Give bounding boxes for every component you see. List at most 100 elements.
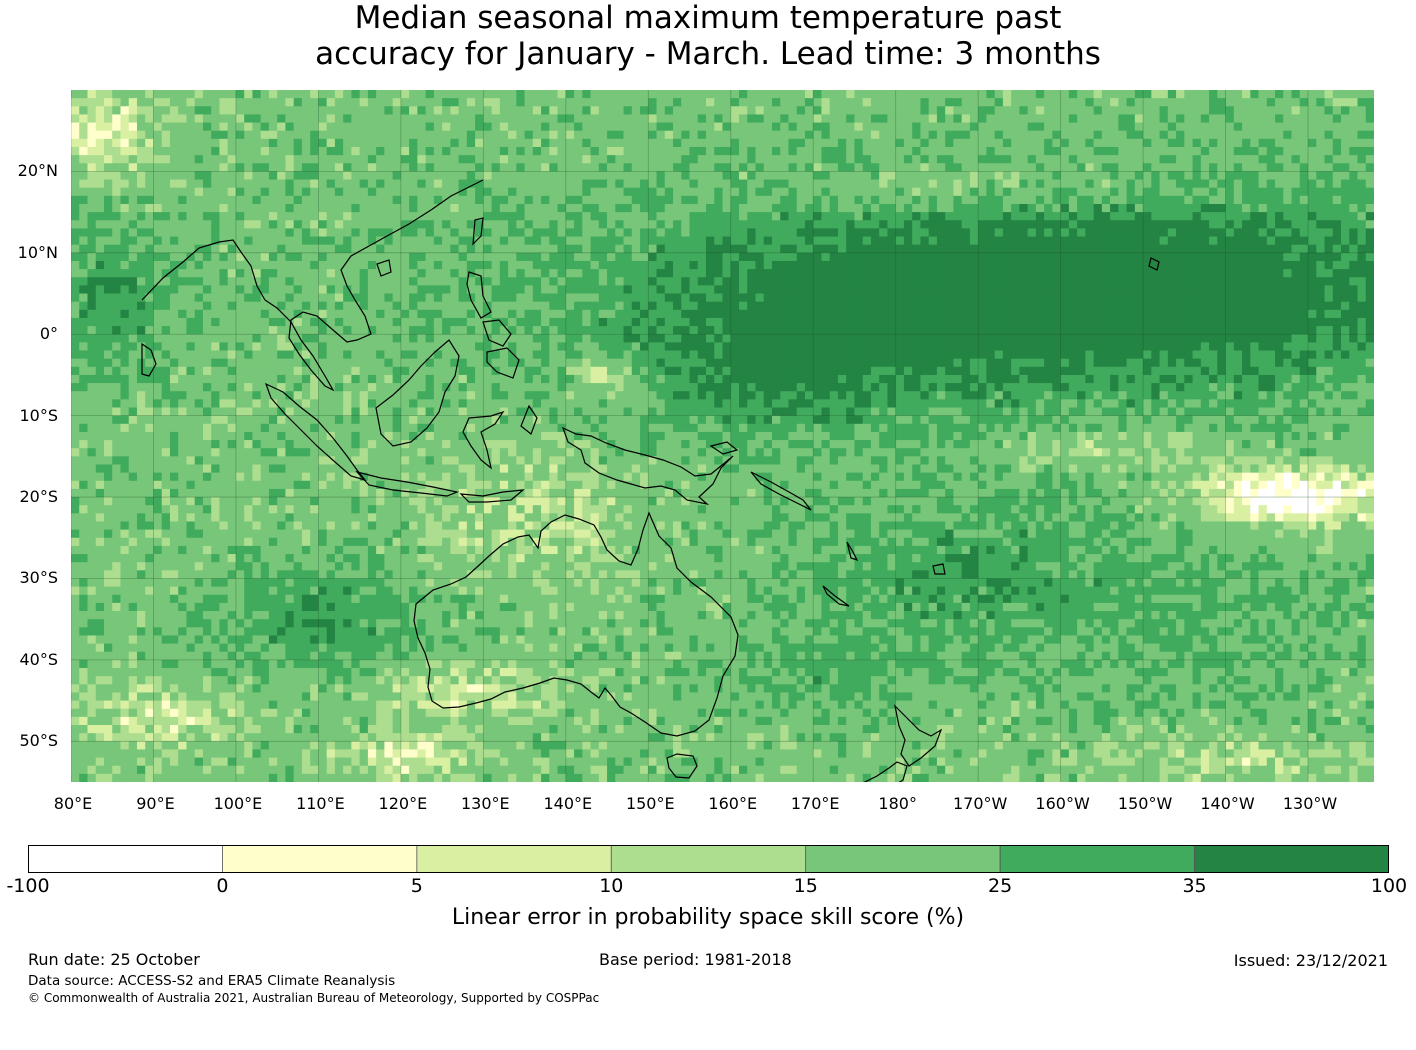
grid-cell	[837, 277, 847, 286]
grid-cell	[1143, 309, 1152, 319]
grid-cell	[714, 277, 724, 286]
grid-cell	[1209, 244, 1218, 254]
grid-cell	[673, 301, 682, 311]
grid-cell	[367, 326, 377, 335]
grid-cell	[1283, 122, 1293, 132]
grid-cell	[615, 155, 625, 164]
grid-cell	[706, 114, 715, 124]
grid-cell	[351, 317, 361, 327]
grid-cell	[582, 195, 592, 205]
grid-cell	[714, 236, 724, 246]
grid-cell	[1365, 203, 1374, 213]
grid-cell	[1266, 187, 1276, 197]
grid-cell	[367, 163, 377, 173]
grid-cell	[1143, 326, 1152, 335]
grid-cell	[211, 228, 221, 238]
grid-cell	[1266, 130, 1276, 140]
grid-cell	[1126, 187, 1136, 197]
grid-cell	[689, 260, 699, 270]
grid-cell	[367, 220, 377, 229]
grid-cell	[1093, 301, 1103, 311]
grid-cell	[1250, 98, 1260, 107]
grid-cell	[1316, 179, 1326, 189]
grid-cell	[1068, 195, 1078, 205]
grid-cell	[879, 171, 889, 181]
grid-cell	[400, 285, 410, 295]
grid-cell	[442, 293, 451, 303]
grid-cell	[376, 334, 385, 343]
grid-cell	[1002, 309, 1012, 319]
grid-cell	[1349, 179, 1359, 189]
grid-cell	[1184, 187, 1194, 197]
grid-cell	[763, 138, 773, 148]
grid-cell	[400, 260, 410, 270]
grid-cell	[640, 326, 649, 335]
grid-cell	[359, 187, 369, 197]
grid-cell	[582, 317, 592, 327]
grid-cell	[285, 171, 295, 181]
grid-cell	[120, 171, 130, 181]
grid-cell	[194, 163, 204, 173]
grid-cell	[343, 138, 352, 148]
grid-cell	[508, 163, 517, 173]
grid-cell	[804, 90, 814, 99]
grid-cell	[920, 130, 930, 140]
grid-cell	[260, 179, 270, 189]
grid-cell	[1011, 155, 1020, 164]
grid-cell	[747, 187, 757, 197]
grid-cell	[1134, 130, 1144, 140]
grid-cell	[293, 163, 303, 173]
grid-cell	[310, 155, 320, 164]
grid-cell	[277, 114, 287, 124]
grid-cell	[252, 277, 262, 286]
grid-cell	[590, 326, 600, 335]
grid-cell	[1002, 334, 1012, 343]
grid-cell	[590, 146, 600, 156]
grid-cell	[1291, 163, 1301, 173]
grid-cell	[293, 98, 303, 107]
grid-cell	[631, 309, 641, 319]
grid-cell	[631, 277, 641, 286]
grid-cell	[1101, 98, 1111, 107]
grid-cell	[640, 220, 649, 229]
grid-cell	[1316, 155, 1326, 164]
grid-cell	[277, 293, 287, 303]
grid-cell	[103, 228, 113, 238]
grid-cell	[161, 277, 171, 286]
grid-cell	[202, 179, 212, 189]
grid-cell	[95, 179, 105, 189]
grid-cell	[293, 293, 303, 303]
grid-cell	[516, 138, 526, 148]
grid-cell	[1266, 155, 1276, 164]
grid-cell	[804, 98, 814, 107]
grid-cell	[516, 342, 526, 352]
grid-cell	[1118, 163, 1128, 173]
grid-cell	[318, 130, 328, 140]
grid-cell	[1316, 98, 1326, 107]
grid-cell	[128, 163, 138, 173]
grid-cell	[978, 260, 987, 270]
grid-cell	[738, 326, 748, 335]
grid-cell	[837, 155, 847, 164]
grid-cell	[978, 277, 987, 286]
grid-cell	[1275, 244, 1284, 254]
grid-cell	[1044, 334, 1053, 343]
grid-cell	[310, 252, 320, 262]
grid-cell	[986, 155, 996, 164]
grid-cell	[1002, 106, 1012, 116]
grid-cell	[285, 317, 295, 327]
grid-cell	[788, 195, 798, 205]
grid-cell	[202, 317, 212, 327]
grid-cell	[763, 220, 773, 229]
grid-cell	[771, 146, 781, 156]
grid-cell	[697, 342, 707, 352]
grid-cell	[475, 269, 484, 278]
grid-cell	[796, 326, 806, 335]
grid-cell	[994, 187, 1004, 197]
grid-cell	[417, 98, 427, 107]
grid-cell	[681, 277, 691, 286]
grid-cell	[1110, 317, 1119, 327]
grid-cell	[301, 212, 311, 221]
grid-cell	[574, 138, 583, 148]
grid-cell	[722, 114, 732, 124]
